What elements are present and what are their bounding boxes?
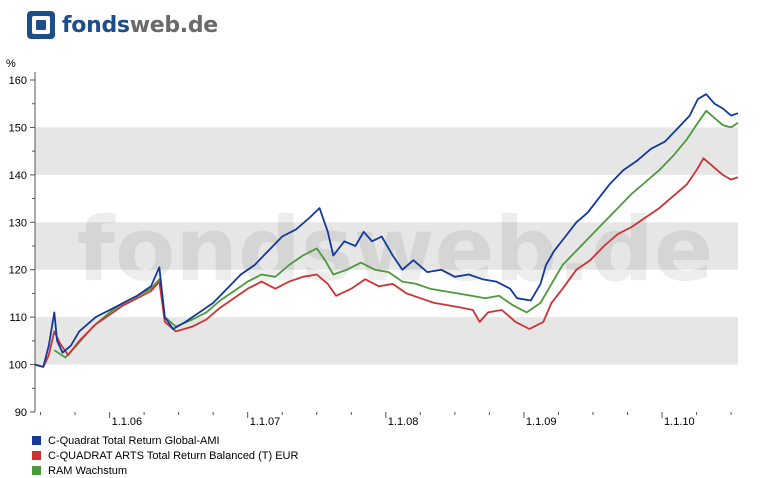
legend-label: RAM Wachstum	[48, 464, 128, 477]
series-line	[34, 93, 739, 368]
grid-band	[35, 127, 738, 175]
x-tick-label: 1.1.10	[664, 416, 695, 428]
x-tick-label: 1.1.06	[112, 416, 143, 428]
watermark: fondsweb.de	[77, 198, 714, 301]
y-tick-label: 120	[9, 265, 27, 277]
brand-name: fondsweb.de	[62, 13, 218, 38]
legend-swatch	[32, 466, 41, 475]
brand-logo[interactable]: fondsweb.de	[26, 8, 218, 42]
legend-label: C-Quadrat Total Return Global-AMI	[48, 434, 220, 447]
y-tick-label: 110	[9, 312, 27, 324]
brand-name-part2: web.de	[129, 12, 219, 38]
grid-band	[35, 317, 738, 365]
x-tick-label: 1.1.08	[388, 416, 419, 428]
legend-swatch	[32, 451, 41, 460]
y-tick-label: 140	[9, 170, 27, 182]
legend-item: C-Quadrat Total Return Global-AMI	[32, 433, 298, 448]
x-tick-label: 1.1.09	[526, 416, 557, 428]
y-tick-label: 100	[9, 360, 27, 372]
chart-legend: C-Quadrat Total Return Global-AMI C-QUADR…	[32, 433, 298, 478]
brand-name-part1: fonds	[62, 12, 130, 38]
y-tick-label: 160	[9, 75, 27, 87]
legend-swatch	[32, 436, 41, 445]
series-line	[34, 157, 739, 368]
y-tick-label: 90	[15, 407, 27, 419]
y-axis-label: %	[6, 58, 16, 70]
legend-item: RAM Wachstum	[32, 463, 298, 478]
y-tick-label: 150	[9, 122, 27, 134]
x-tick-label: 1.1.07	[250, 416, 281, 428]
logo-icon	[27, 11, 55, 39]
y-tick-label: 130	[9, 217, 27, 229]
legend-label: C-QUADRAT ARTS Total Return Balanced (T)…	[48, 449, 299, 462]
legend-item: C-QUADRAT ARTS Total Return Balanced (T)…	[32, 448, 298, 463]
